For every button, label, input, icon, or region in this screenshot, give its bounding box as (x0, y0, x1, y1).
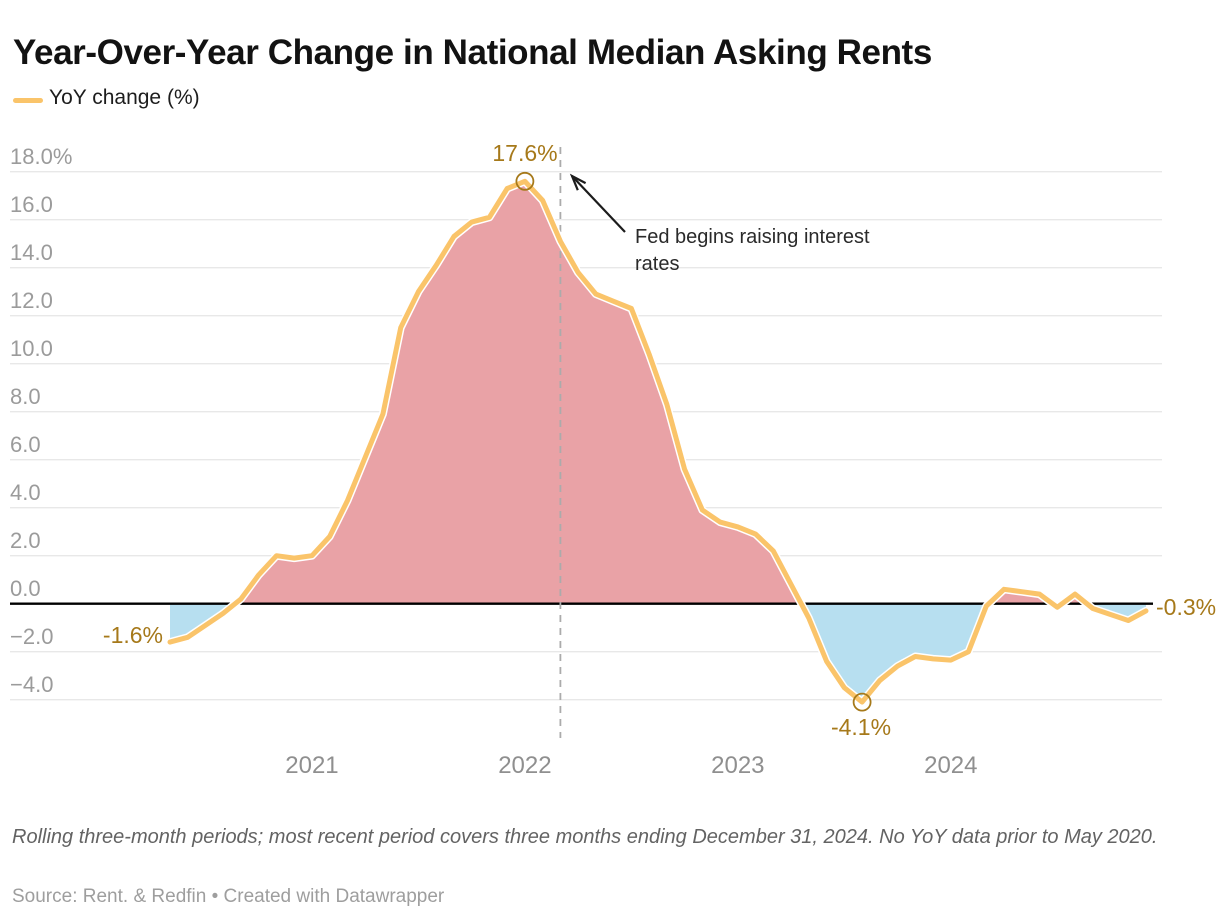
y-axis-tick-label: 10.0 (10, 335, 53, 361)
y-axis-tick-label: −4.0 (10, 671, 54, 697)
trough-value-label: -4.1% (830, 714, 892, 740)
chart-title: Year-Over-Year Change in National Median… (13, 33, 932, 73)
fed-event-annotation-text: Fed begins raising interest rates (635, 226, 870, 275)
y-axis-tick-label: 12.0 (10, 287, 53, 313)
y-axis-tick-label: 18.0% (10, 143, 73, 169)
negative-area-fill (170, 603, 1146, 703)
x-axis-year-label: 2021 (285, 752, 339, 779)
y-axis-tick-label: 16.0 (10, 191, 53, 217)
yoy-line (167, 178, 1149, 705)
source-attribution: Source: Rent. & Redfin • Created with Da… (12, 886, 445, 907)
legend-line-swatch (13, 98, 43, 103)
x-axis-year-label: 2022 (498, 752, 552, 779)
legend-label: YoY change (%) (49, 86, 200, 109)
annotation-arrow-shaft (571, 175, 626, 233)
x-axis-year-label: 2024 (924, 752, 978, 779)
y-axis-tick-label: 8.0 (10, 383, 41, 409)
y-axis-tick-label: 14.0 (10, 239, 53, 265)
x-axis-year-label: 2023 (711, 752, 765, 779)
y-axis-tick-label: −2.0 (10, 623, 54, 649)
y-axis-tick-label: 2.0 (10, 527, 41, 553)
first-point-value-label: -1.6% (102, 622, 163, 648)
positive-area-fill (170, 181, 1146, 604)
y-axis-tick-label: 4.0 (10, 479, 41, 505)
y-axis-tick-label: 0.0 (10, 575, 41, 601)
annotation-arrow-head (569, 173, 587, 191)
trough-marker (852, 692, 872, 712)
y-axis-tick-label: 6.0 (10, 431, 41, 457)
peak-value-label: 17.6% (492, 140, 558, 166)
chart-footnote: Rolling three-month periods; most recent… (12, 826, 1158, 848)
last-point-value-label: -0.3% (1156, 594, 1217, 620)
peak-marker (515, 171, 535, 191)
